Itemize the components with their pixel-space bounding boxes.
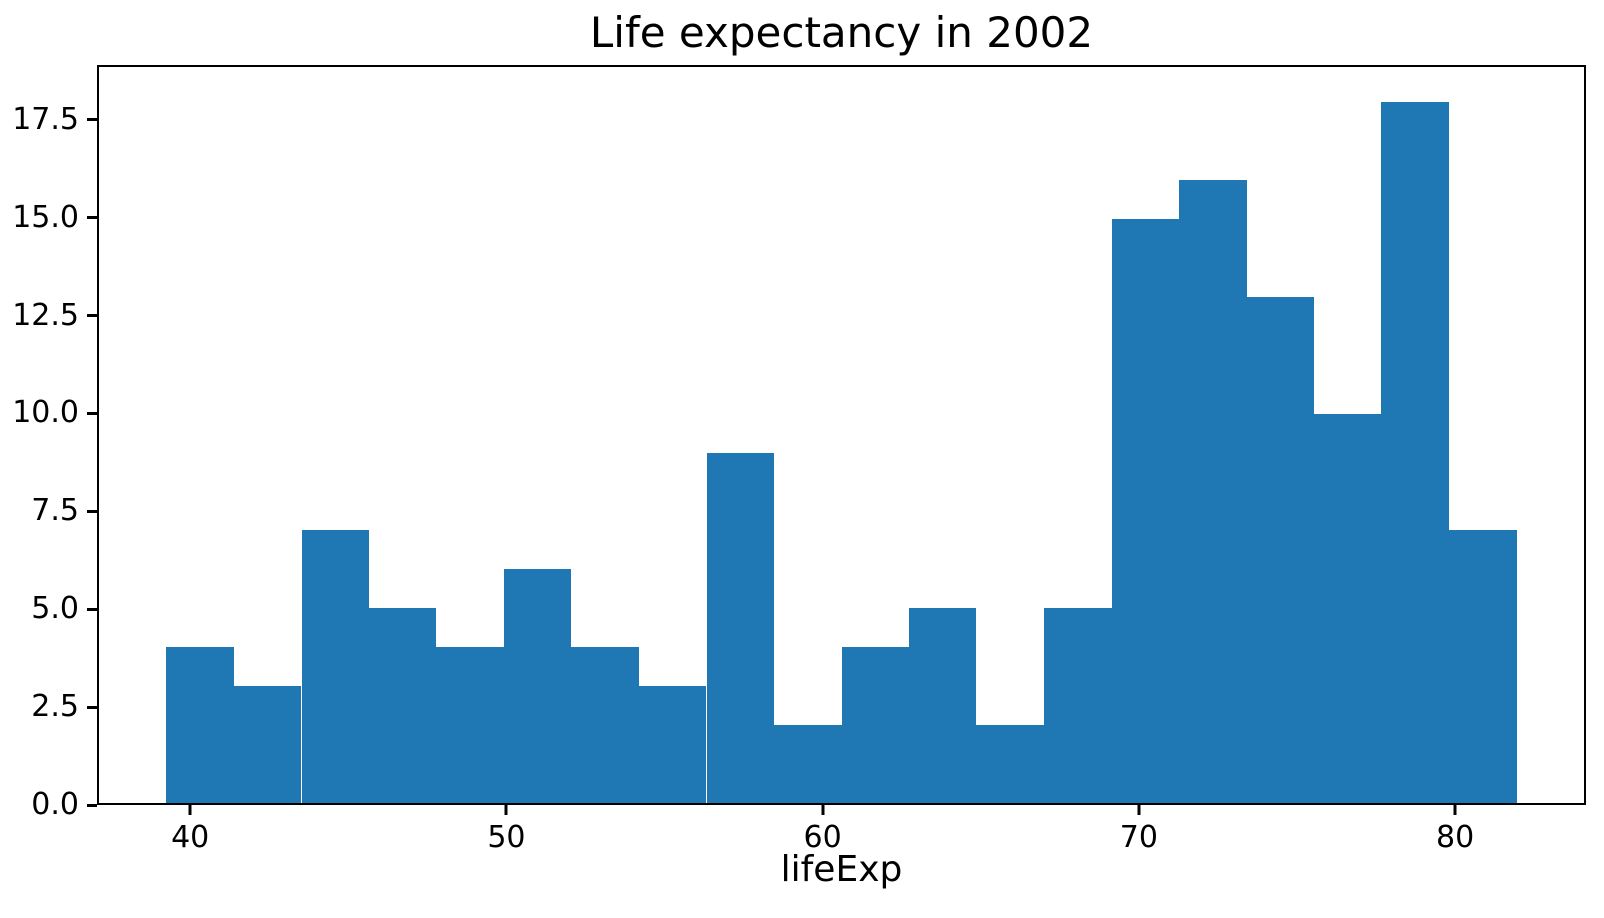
histogram-bar [301, 530, 369, 803]
x-tick-label: 70 [1119, 820, 1158, 855]
histogram-bar [841, 647, 909, 803]
y-tick-mark [87, 411, 97, 415]
x-tick-mark [1453, 805, 1457, 815]
x-tick-label: 80 [1435, 820, 1475, 855]
histogram-bar [976, 725, 1044, 803]
histogram-bar [1381, 102, 1449, 803]
x-tick-label: 40 [171, 820, 210, 855]
histogram-bar [773, 725, 842, 803]
histogram-bar [571, 647, 639, 803]
x-tick-mark [821, 805, 825, 815]
y-tick-label: 12.5 [12, 297, 79, 333]
histogram-bar [1449, 530, 1517, 803]
histogram-bar [1111, 218, 1179, 803]
y-tick-mark [87, 705, 97, 709]
x-axis: 40 50 60 70 80 [97, 805, 1586, 885]
histogram-bar [166, 647, 234, 803]
histogram-bar [1044, 608, 1112, 803]
y-tick-mark [87, 118, 97, 122]
y-tick-label: 2.5 [31, 688, 79, 724]
histogram-bar [233, 686, 302, 803]
y-tick-mark [87, 314, 97, 318]
x-tick-mark [188, 805, 192, 815]
y-tick-label: 15.0 [12, 199, 79, 235]
chart-title: Life expectancy in 2002 [589, 8, 1094, 57]
histogram-bar [1314, 413, 1382, 803]
y-tick-label: 5.0 [31, 591, 79, 627]
y-tick-mark [87, 607, 97, 611]
y-tick-mark [87, 216, 97, 220]
histogram-bar [368, 608, 437, 803]
histogram-bar [909, 608, 977, 803]
y-axis: 0.0 2.5 5.0 7.5 10.0 12.5 15.0 17.5 [0, 65, 97, 822]
y-tick-label: 0.0 [31, 786, 79, 822]
x-tick-mark [1137, 805, 1141, 815]
x-axis-label: lifeExp [780, 849, 903, 890]
y-tick-mark [87, 803, 97, 807]
histogram-bar [504, 569, 572, 803]
y-tick-label: 17.5 [12, 101, 79, 137]
x-tick-label: 50 [487, 820, 526, 855]
plot-area [97, 65, 1586, 805]
x-tick-mark [504, 805, 508, 815]
histogram-bar [706, 452, 774, 803]
histogram-bar [638, 686, 707, 803]
y-tick-label: 7.5 [31, 493, 79, 529]
histogram-bar [1178, 179, 1247, 803]
histogram-bar [1246, 296, 1314, 803]
x-tick-label: 60 [803, 820, 842, 855]
y-tick-mark [87, 509, 97, 513]
histogram-bar [436, 647, 504, 803]
y-tick-label: 10.0 [12, 395, 79, 431]
